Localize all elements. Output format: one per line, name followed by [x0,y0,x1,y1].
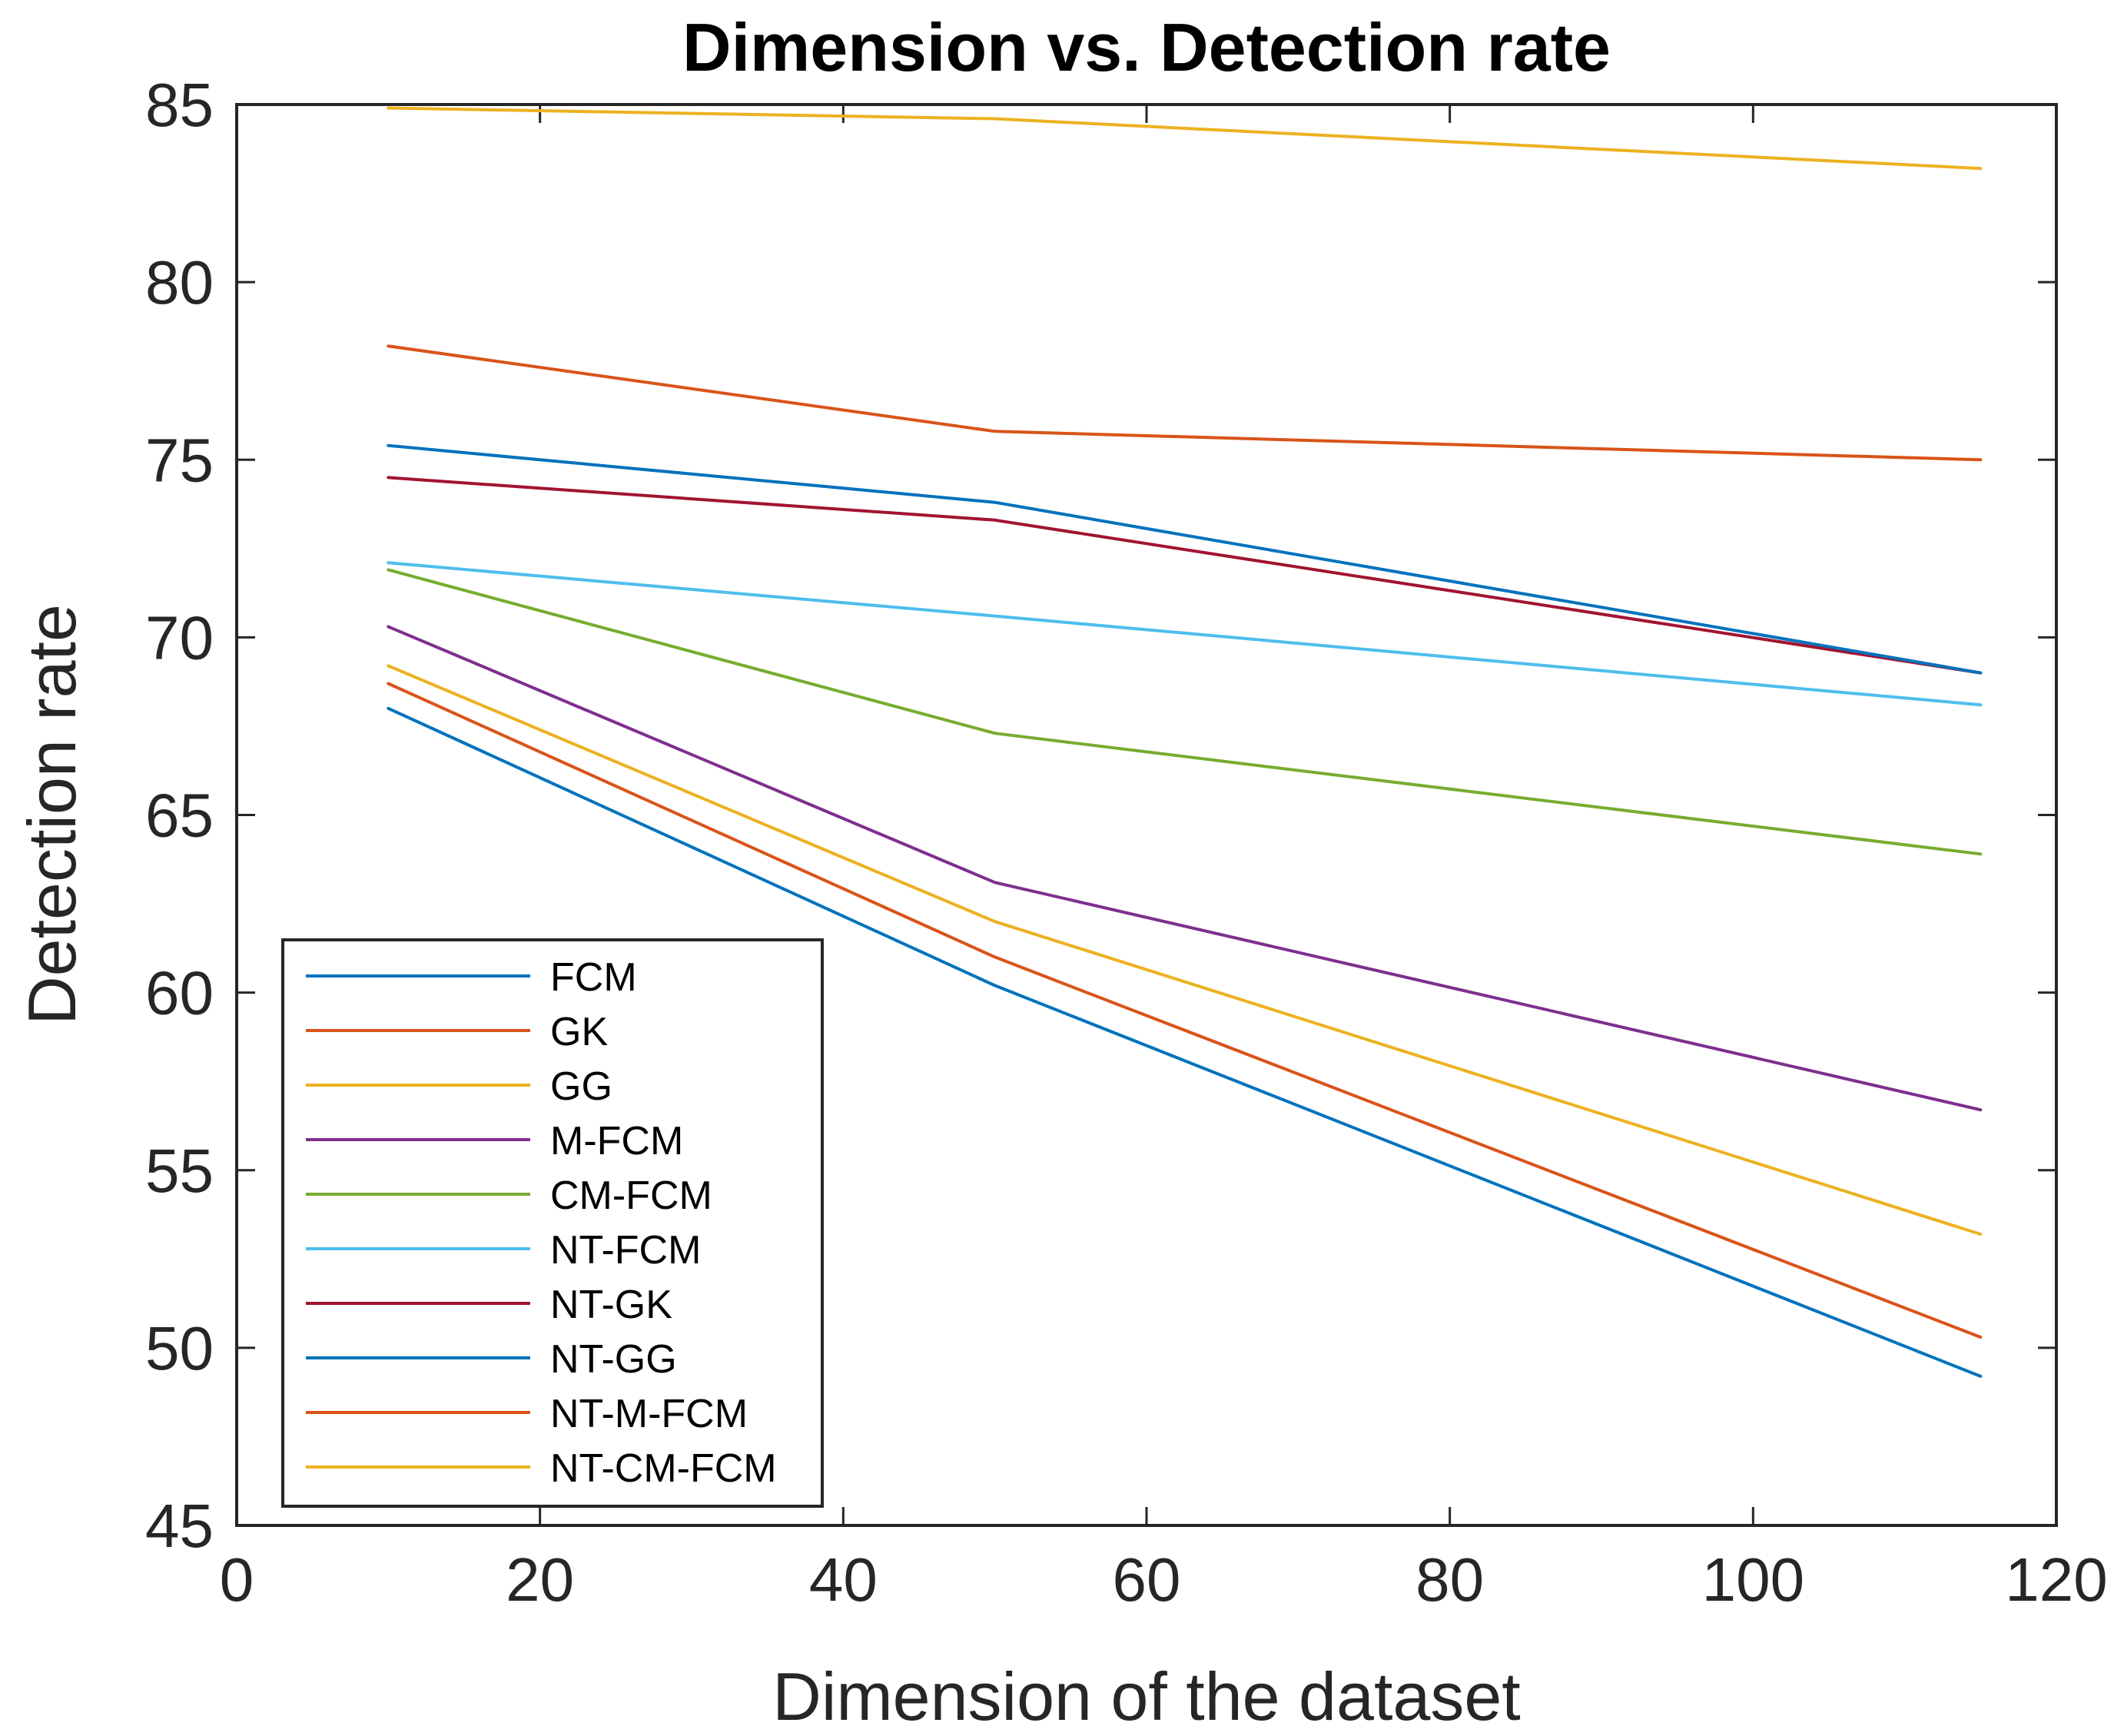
x-tick-label: 40 [809,1545,878,1614]
series-line-nt-cm-fcm [387,106,1983,171]
legend-label: CM-FCM [550,1173,712,1218]
axis-ticks: 0 20 40 60 80 100 120 45 50 55 60 65 70 75 80 85 [145,71,2108,1614]
y-tick-label: 50 [145,1314,214,1382]
legend-label: FCM [550,955,637,1000]
series-line-cm-fcm [387,568,1983,856]
series-line-gg [387,664,1983,1236]
x-axis-title: Dimension of the dataset [772,1658,1520,1734]
y-axis-title: Detection rate [14,604,90,1025]
series-line-nt-fcm [387,561,1983,707]
series-line-m-fcm [387,625,1983,1112]
y-tick-label: 55 [145,1137,214,1205]
legend: FCM GK GG M-FCM CM-FCM NT-FCM NT-GK NT-GG NT-M-F… [281,938,824,1508]
plot-frame [235,103,2058,1527]
legend-label: M-FCM [550,1119,683,1163]
x-tick-label: 60 [1113,1545,1181,1614]
legend-label: NT-CM-FCM [550,1446,777,1491]
y-tick-label: 65 [145,782,214,850]
y-tick-label: 80 [145,248,214,317]
x-tick-label: 100 [1702,1545,1804,1614]
series-line-fcm [387,706,1983,1378]
y-tick-label: 85 [145,71,214,139]
x-tick-label: 80 [1415,1545,1484,1614]
legend-label: NT-FCM [550,1228,701,1273]
y-tick-label: 75 [145,426,214,494]
y-tick-label: 60 [145,959,214,1027]
legend-label: GG [550,1064,612,1109]
x-tick-label: 20 [506,1545,574,1614]
y-tick-label: 45 [145,1492,214,1560]
y-tick-label: 70 [145,603,214,672]
chart-title: Dimension vs. Detection rate [682,9,1611,85]
series-line-nt-gk [387,476,1983,675]
x-tick-label: 120 [2005,1545,2107,1614]
series-line-nt-m-fcm [387,344,1983,462]
x-tick-label: 0 [220,1545,254,1614]
legend-label: NT-GK [550,1283,672,1327]
series-line-gk [387,682,1983,1339]
series-lines [387,106,1983,1378]
legend-label: GK [550,1010,608,1054]
series-line-nt-gg [387,443,1983,675]
legend-label: NT-GG [550,1337,677,1382]
legend-label: NT-M-FCM [550,1392,748,1436]
